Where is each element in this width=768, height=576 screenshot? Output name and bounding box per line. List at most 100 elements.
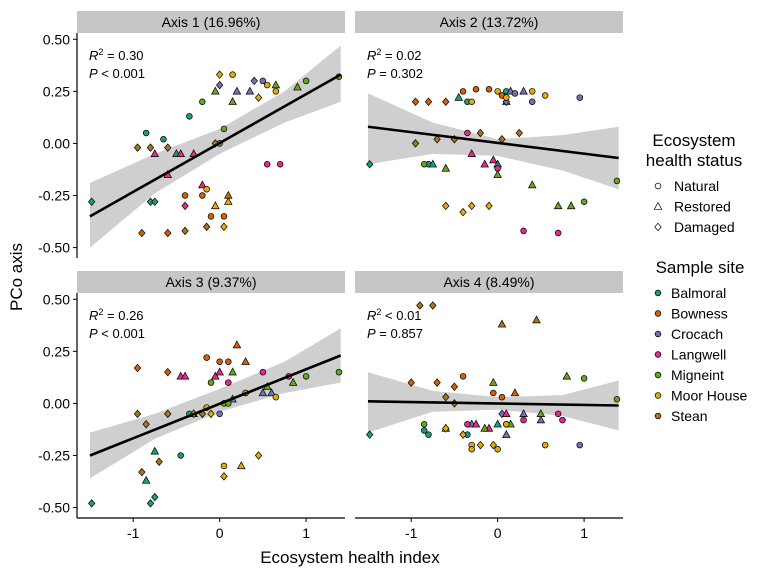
y-tick-label: -0.25 [38, 188, 70, 204]
data-point [407, 378, 415, 387]
legend-site-symbol [654, 310, 662, 317]
data-point [528, 98, 536, 105]
data-point [416, 301, 424, 310]
r2-annotation: R2 < 0.01 [367, 307, 422, 323]
data-point [259, 368, 267, 376]
data-point [497, 319, 507, 328]
data-point [198, 180, 207, 189]
data-point [520, 416, 527, 424]
data-point [216, 358, 223, 366]
legend-site-label: Bowness [671, 306, 728, 322]
y-tick-label: 0.50 [43, 291, 70, 307]
data-point [490, 389, 497, 397]
data-point [211, 371, 220, 380]
panel-title: Axis 1 (16.96%) [162, 14, 261, 30]
data-point [554, 229, 562, 237]
data-point [138, 467, 146, 477]
x-tick-label: 1 [302, 525, 310, 541]
panel-4: Axis 4 (8.49%) R2 < 0.01 P = 0.857 [355, 271, 623, 453]
data-point [302, 77, 310, 85]
data-point [476, 440, 485, 450]
data-point [181, 192, 189, 199]
data-point [411, 139, 420, 148]
y-tick-label: 0.00 [43, 135, 70, 151]
data-point [215, 80, 224, 90]
legend-site-symbol [654, 412, 662, 420]
data-point [502, 409, 511, 417]
legend-status-symbol [653, 201, 663, 210]
r2-annotation: R2 = 0.02 [367, 47, 422, 63]
p-annotation: P = 0.857 [367, 326, 423, 341]
data-point [559, 416, 566, 424]
data-point [229, 71, 236, 78]
data-point [232, 86, 242, 95]
legend-status-label: Damaged [674, 219, 735, 235]
confidence-band [89, 328, 341, 479]
data-point [216, 410, 223, 418]
data-point [254, 93, 263, 102]
data-point [250, 76, 258, 86]
fit-line [89, 354, 342, 457]
panel-title: Axis 3 (9.37%) [165, 274, 256, 290]
data-point [493, 419, 502, 428]
fit-line [367, 400, 619, 407]
data-point [146, 143, 155, 152]
data-point [366, 430, 374, 439]
legend-site-symbol [654, 392, 662, 399]
data-point [528, 88, 536, 95]
legend-site-label: Migneint [671, 367, 724, 383]
data-point [433, 378, 441, 387]
data-point [468, 446, 475, 453]
panel-strip [77, 11, 345, 33]
legend-status-label: Restored [674, 199, 731, 215]
data-point [464, 129, 471, 137]
panel-title: Axis 2 (13.72%) [440, 14, 539, 30]
data-point [164, 409, 172, 419]
panels: Axis 1 (16.96%) R2 = 0.30 P < 0.001 Axis 2 … [77, 11, 623, 508]
data-point [485, 201, 493, 211]
data-point [519, 86, 528, 95]
legend-status-title: health status [646, 151, 742, 170]
legend-site-label: Moor House [671, 388, 747, 404]
y-tick-label: 0.25 [43, 83, 70, 99]
p-annotation: P = 0.302 [367, 66, 423, 81]
data-point [263, 161, 271, 168]
data-point [203, 186, 210, 193]
data-point [181, 201, 189, 211]
data-point [510, 388, 520, 397]
data-point [259, 77, 267, 85]
data-point [133, 143, 142, 152]
data-point [88, 197, 96, 206]
data-point [459, 430, 467, 439]
data-point [489, 155, 498, 164]
data-point [480, 423, 489, 432]
data-point [580, 375, 588, 382]
data-point [164, 228, 172, 238]
panel-1: Axis 1 (16.96%) R2 = 0.30 P < 0.001 [77, 11, 345, 248]
data-point [493, 169, 502, 178]
panel-strip [355, 271, 623, 293]
data-point [454, 92, 464, 101]
data-point [468, 98, 475, 105]
data-point [494, 88, 501, 95]
data-point [138, 228, 146, 238]
y-tick-label: -0.50 [38, 240, 70, 256]
legend-site-label: Langwell [671, 347, 726, 363]
data-point [335, 368, 343, 376]
data-point [146, 499, 155, 508]
data-point [541, 92, 549, 99]
legend-site-symbol [654, 351, 662, 358]
panel-title: Axis 4 (8.49%) [443, 274, 534, 290]
data-point [467, 149, 476, 157]
data-point [150, 446, 160, 455]
data-point [515, 128, 523, 138]
data-point [553, 201, 563, 210]
data-point [476, 128, 485, 138]
data-point [503, 94, 510, 101]
data-point [164, 367, 172, 377]
data-point [459, 373, 467, 380]
data-point [272, 393, 280, 401]
data-point [142, 129, 150, 137]
